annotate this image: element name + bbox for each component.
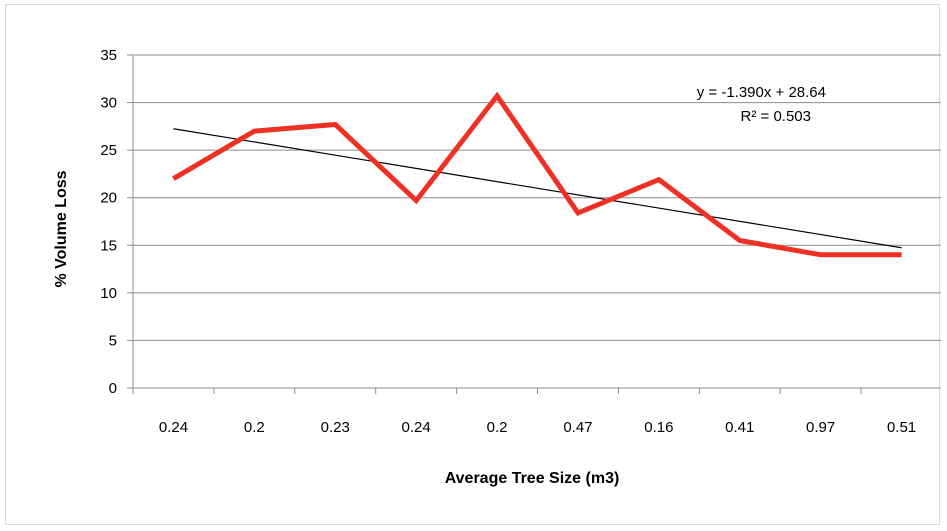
line-chart: 0 5 10 15 20 25 30 35 0.24 0.2 0.23 0.24 0.2 0.47 0.1… [53, 47, 941, 487]
trendline-group [173, 128, 902, 249]
axes [127, 54, 941, 394]
x-tick-label: 0.16 [644, 419, 673, 436]
y-tick-label: 30 [100, 95, 117, 112]
y-tick-label: 0 [109, 380, 117, 397]
y-tick-label: 5 [109, 332, 117, 349]
series-group [172, 91, 902, 258]
x-tick-label: 0.41 [725, 419, 754, 436]
y-tick-labels: 0 5 10 15 20 25 30 35 [100, 47, 117, 397]
x-tick-label: 0.23 [321, 419, 350, 436]
x-tick-label: 0.2 [244, 419, 265, 436]
chart-area: 0 5 10 15 20 25 30 35 0.24 0.2 0.23 0.24 0.2 0.47 0.1… [5, 4, 941, 525]
x-tick-label: 0.2 [487, 419, 508, 436]
x-tick-labels: 0.24 0.2 0.23 0.24 0.2 0.47 0.16 0.41 0.97 0.51 [159, 419, 916, 436]
y-tick-label: 10 [100, 285, 117, 302]
y-axis-title: % Volume Loss [53, 170, 70, 287]
trend-equation: y = -1.390x + 28.64 [697, 84, 826, 101]
x-tick-label: 0.24 [159, 419, 188, 436]
y-tick-label: 25 [100, 142, 117, 159]
series-line-volume-loss [172, 91, 902, 258]
x-tick-label: 0.47 [563, 419, 592, 436]
y-tick-label: 20 [100, 190, 117, 207]
x-tick-label: 0.24 [402, 419, 431, 436]
trend-r-squared: R² = 0.503 [741, 108, 811, 125]
x-tick-label: 0.51 [887, 419, 916, 436]
y-tick-label: 15 [100, 237, 117, 254]
x-tick-label: 0.97 [806, 419, 835, 436]
y-tick-label: 35 [100, 47, 117, 64]
x-axis-title: Average Tree Size (m3) [445, 470, 620, 487]
trendline [173, 128, 902, 249]
